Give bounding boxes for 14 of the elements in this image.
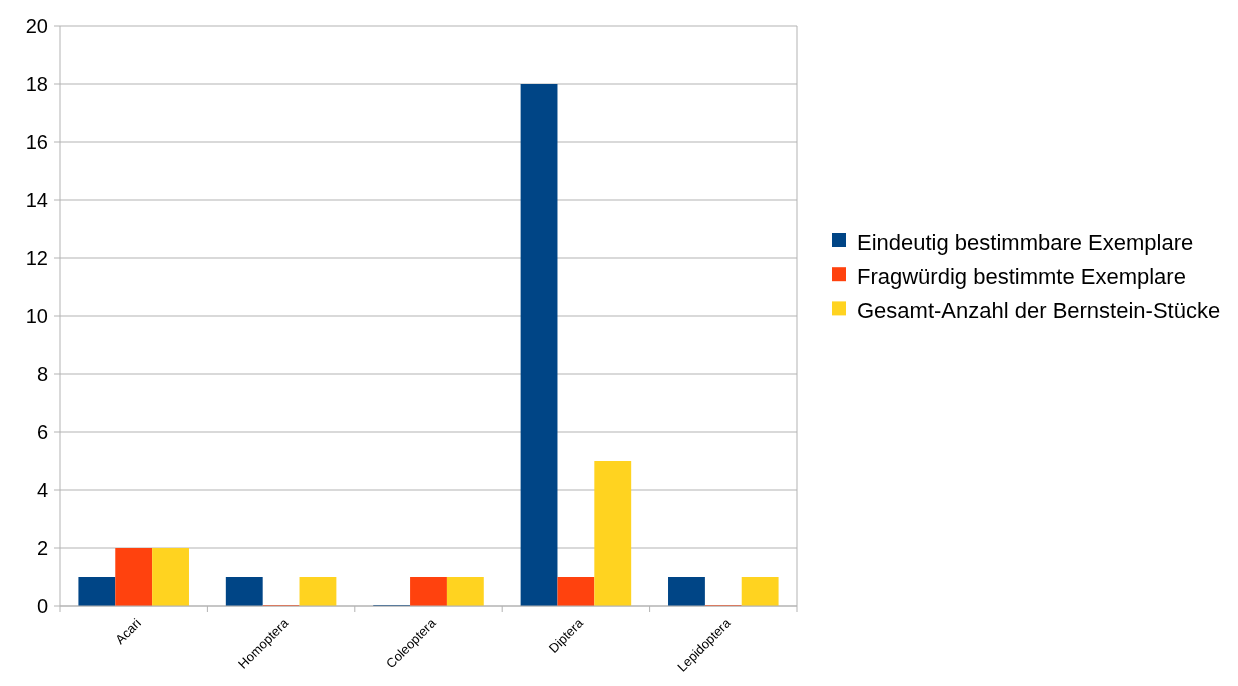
y-tick-label: 4 [36, 479, 48, 501]
y-tick-label: 0 [36, 595, 48, 617]
y-tick-label: 14 [25, 189, 48, 211]
legend-label: Fragwürdig bestimmte Exemplare [857, 264, 1186, 289]
y-tick-label: 2 [36, 537, 48, 559]
y-tick-label: 12 [25, 247, 48, 269]
y-tick-label: 20 [25, 15, 48, 37]
y-tick-label: 6 [36, 421, 48, 443]
legend-label: Eindeutig bestimmbare Exemplare [857, 229, 1194, 255]
legend-label: Gesamt-Anzahl der Bernstein-Stücke [857, 298, 1221, 324]
y-tick-label: 18 [25, 73, 48, 95]
y-tick-label: 10 [25, 305, 48, 327]
y-tick-label: 8 [36, 363, 48, 385]
y-tick-label: 16 [25, 131, 48, 153]
